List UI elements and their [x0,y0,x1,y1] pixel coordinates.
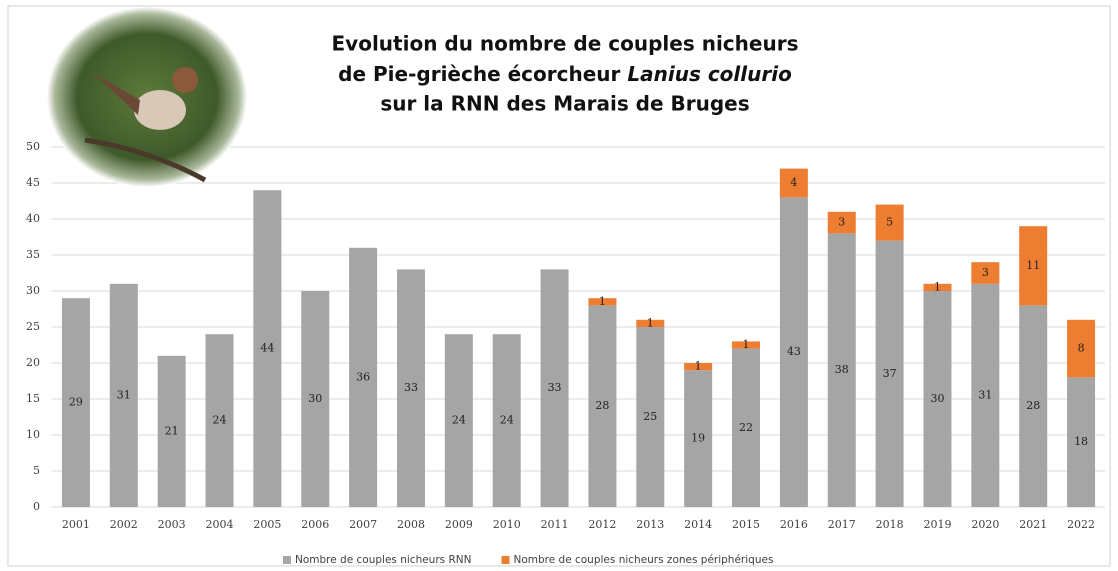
data-label: 8 [1078,342,1085,355]
data-label: 28 [1026,399,1040,412]
data-label: 1 [934,280,941,293]
x-tick-label: 2013 [636,518,664,531]
species-name: Lanius collurio [627,62,792,86]
photo [47,7,247,187]
y-tick-label: 10 [26,428,40,441]
data-label: 3 [982,266,989,279]
x-tick-label: 2008 [397,518,425,531]
chart-title: sur la RNN des Marais de Bruges [380,92,749,116]
x-tick-label: 2010 [493,518,521,531]
data-label: 31 [117,388,131,401]
data-label: 36 [356,370,370,383]
data-label: 44 [260,342,274,355]
data-label: 3 [838,216,845,229]
data-label: 21 [165,424,179,437]
data-label: 1 [599,295,606,308]
data-label: 4 [790,176,797,189]
data-label: 31 [978,388,992,401]
data-label: 29 [69,396,83,409]
data-label: 33 [548,381,562,394]
y-tick-label: 15 [26,392,40,405]
y-tick-label: 40 [26,212,40,225]
data-label: 25 [643,410,657,423]
x-tick-label: 2012 [588,518,616,531]
x-tick-label: 2015 [732,518,760,531]
data-label: 30 [308,392,322,405]
legend-swatch [501,556,509,564]
x-tick-label: 2016 [780,518,808,531]
x-tick-label: 2019 [923,518,951,531]
data-label: 1 [695,360,702,373]
legend-label: Nombre de couples nicheurs zones périphé… [513,554,773,566]
data-label: 24 [213,414,227,427]
x-tick-label: 2006 [301,518,329,531]
x-tick-label: 2004 [206,518,234,531]
x-tick-label: 2021 [1019,518,1047,531]
chart: 0510152025303540455020012920023120032120… [0,0,1118,571]
x-tick-label: 2005 [253,518,281,531]
y-tick-label: 30 [26,284,40,297]
y-tick-label: 5 [33,464,40,477]
data-label: 22 [739,421,753,434]
y-tick-label: 0 [33,500,40,513]
y-tick-label: 50 [26,140,40,153]
chart-title: de Pie-grièche écorcheur Lanius collurio [338,62,792,86]
legend-swatch [283,556,291,564]
data-label: 5 [886,216,893,229]
data-label: 19 [691,432,705,445]
x-tick-label: 2014 [684,518,712,531]
y-tick-label: 20 [26,356,40,369]
legend-label: Nombre de couples nicheurs RNN [295,554,471,566]
x-tick-label: 2017 [828,518,856,531]
data-label: 33 [404,381,418,394]
data-label: 24 [452,414,466,427]
x-tick-label: 2022 [1067,518,1095,531]
x-tick-label: 2020 [971,518,999,531]
data-label: 1 [647,316,654,329]
x-tick-label: 2003 [158,518,186,531]
data-label: 18 [1074,435,1088,448]
data-label: 37 [883,367,897,380]
x-tick-label: 2009 [445,518,473,531]
y-tick-label: 25 [26,320,40,333]
y-tick-label: 45 [26,176,40,189]
data-label: 24 [500,414,514,427]
x-tick-label: 2007 [349,518,377,531]
data-label: 11 [1026,259,1040,272]
data-label: 38 [835,363,849,376]
x-tick-label: 2018 [876,518,904,531]
data-label: 28 [595,399,609,412]
y-tick-label: 35 [26,248,40,261]
data-label: 30 [930,392,944,405]
x-tick-label: 2001 [62,518,90,531]
x-tick-label: 2011 [541,518,569,531]
data-label: 43 [787,345,801,358]
chart-title: de Pie-grièche écorcheur [338,62,620,86]
data-label: 1 [743,338,750,351]
chart-title: Evolution du nombre de couples nicheurs [332,32,799,56]
x-tick-label: 2002 [110,518,138,531]
